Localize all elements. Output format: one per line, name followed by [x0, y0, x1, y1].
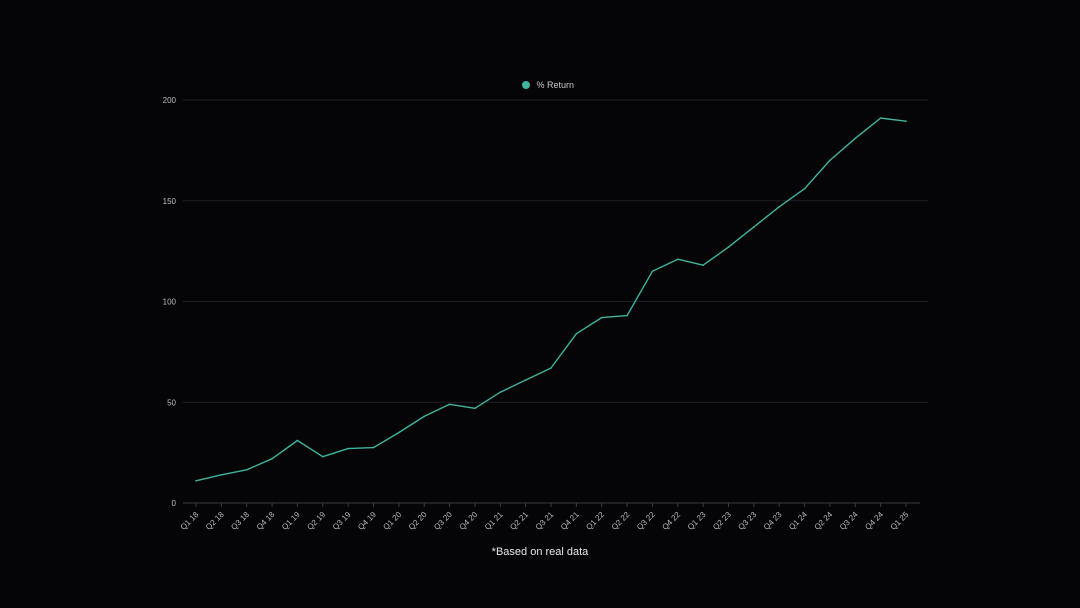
x-tick-label: Q1 21 — [483, 510, 505, 532]
gridlines — [183, 99, 928, 504]
series-layer — [195, 117, 907, 482]
legend-label: % Return — [536, 80, 575, 90]
data-point — [778, 205, 781, 208]
x-tick-label: Q2 20 — [407, 510, 429, 532]
data-point — [271, 457, 273, 460]
x-tick-label: Q3 24 — [838, 510, 860, 532]
x-tick-label: Q3 18 — [229, 510, 251, 532]
x-tick-label: Q1 23 — [686, 510, 708, 532]
x-tick-label: Q4 18 — [255, 510, 277, 532]
y-tick-label: 0 — [172, 499, 177, 508]
data-point — [321, 455, 324, 458]
data-point — [854, 137, 857, 140]
x-tick-label: Q4 22 — [660, 510, 682, 532]
data-point — [195, 480, 197, 482]
x-tick-label: Q2 24 — [813, 510, 835, 532]
data-point — [245, 468, 248, 471]
data-point — [905, 120, 907, 122]
footnote: *Based on real data — [491, 546, 589, 558]
x-tick-label: Q4 24 — [863, 510, 885, 532]
x-tick-label: Q2 22 — [610, 510, 632, 532]
data-point — [702, 264, 704, 267]
legend-swatch — [521, 81, 530, 89]
data-point — [676, 258, 679, 260]
x-tick-label: Q4 19 — [356, 510, 378, 532]
x-tick-label: Q3 22 — [635, 510, 657, 532]
data-point — [347, 447, 349, 450]
y-axis: 0 50 100 150 200 — [163, 96, 177, 508]
x-tick-label: Q1 18 — [179, 510, 201, 532]
data-point — [600, 316, 603, 319]
x-tick-label: Q1 20 — [381, 510, 403, 532]
data-point — [829, 159, 831, 162]
data-point — [296, 439, 299, 442]
data-point — [651, 270, 654, 273]
x-tick-label: Q4 20 — [458, 510, 480, 532]
data-point — [474, 407, 476, 410]
data-point — [448, 403, 451, 406]
legend: % Return — [0, 80, 1080, 90]
y-tick-label: 200 — [163, 96, 177, 105]
x-tick-label: Q3 21 — [534, 510, 556, 532]
data-point — [550, 367, 552, 369]
data-point — [727, 246, 730, 248]
y-tick-label: 150 — [163, 197, 177, 206]
data-point — [372, 446, 375, 449]
x-tick-label: Q2 23 — [711, 510, 733, 532]
y-tick-label: 100 — [163, 298, 177, 307]
data-point — [423, 415, 426, 418]
data-point — [524, 379, 527, 381]
x-tick-label: Q1 24 — [787, 510, 809, 532]
x-tick-label: Q1 25 — [889, 510, 911, 532]
data-point — [803, 187, 806, 190]
x-axis: Q1 18 Q2 18 Q3 18 Q4 18 Q1 19 Q2 19 Q3 19 Q4 19… — [179, 503, 911, 532]
data-point — [398, 431, 400, 434]
data-point — [499, 391, 502, 393]
data-point — [626, 314, 628, 317]
data-point — [575, 332, 578, 335]
x-tick-label: Q1 22 — [584, 510, 606, 532]
x-tick-label: Q2 21 — [508, 510, 530, 532]
y-tick-label: 50 — [167, 398, 176, 407]
x-tick-label: Q4 21 — [559, 510, 581, 532]
x-tick-label: Q4 23 — [762, 510, 784, 532]
x-tick-label: Q1 19 — [280, 510, 302, 532]
series-line-return — [195, 117, 907, 482]
x-tick-label: Q3 19 — [331, 510, 353, 532]
x-tick-label: Q2 19 — [305, 510, 327, 532]
data-point — [879, 117, 882, 119]
data-point — [220, 473, 223, 476]
data-point — [753, 226, 755, 228]
x-tick-label: Q2 18 — [204, 510, 226, 532]
x-tick-label: Q3 20 — [432, 510, 454, 532]
x-tick-label: Q3 23 — [736, 510, 758, 532]
